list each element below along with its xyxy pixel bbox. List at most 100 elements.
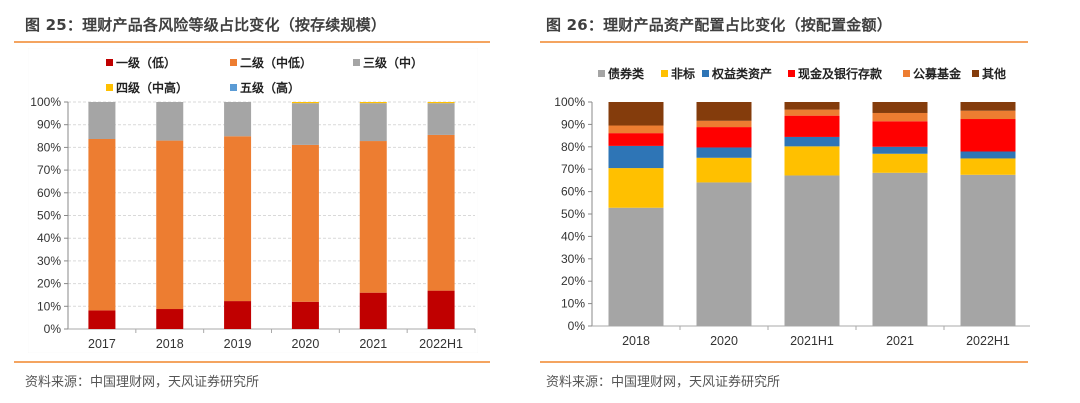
bar-segment-series-0 — [156, 309, 184, 329]
bar-segment-series-2 — [696, 147, 752, 158]
legend-label: 债券类 — [608, 67, 645, 81]
bar-segment-series-1 — [359, 141, 387, 293]
legend-label: 一级（低） — [116, 56, 177, 70]
y-tick-label: 50% — [37, 209, 61, 223]
y-tick-label: 0% — [568, 319, 586, 333]
legend-item: 二级（中低） — [230, 54, 312, 71]
bar-segment-series-3 — [608, 133, 664, 146]
x-tick-label: 2018 — [622, 334, 650, 348]
legend-swatch-icon — [230, 59, 237, 66]
legend-label: 公募基金 — [913, 67, 962, 81]
legend-swatch-icon — [661, 70, 668, 77]
bar-segment-series-0 — [224, 301, 252, 329]
legend-label: 二级（中低） — [240, 56, 313, 70]
bar-stack-2022H1 — [427, 102, 455, 329]
legend-swatch-icon — [230, 84, 237, 91]
bar-segment-series-1 — [696, 157, 752, 183]
bar-segment-series-2 — [224, 102, 252, 137]
x-tick-label: 2017 — [88, 337, 116, 351]
y-tick-label: 60% — [561, 185, 585, 199]
y-tick-label: 100% — [30, 95, 61, 109]
bar-segment-series-0 — [427, 290, 455, 329]
legend-swatch-icon — [972, 70, 979, 77]
bar-segment-series-2 — [88, 102, 116, 140]
legend-label: 五级（高） — [240, 81, 301, 95]
x-tick-label: 2021 — [886, 334, 914, 348]
bar-stack-2021 — [872, 102, 928, 326]
bar-segment-series-4 — [960, 110, 1016, 120]
bar-segment-series-0 — [960, 174, 1016, 326]
legend-swatch-icon — [106, 59, 113, 66]
y-tick-label: 0% — [44, 322, 62, 336]
bar-segment-series-3 — [960, 119, 1016, 152]
x-tick-label: 2020 — [710, 334, 738, 348]
legend-swatch-icon — [702, 70, 709, 77]
bar-segment-series-4 — [872, 112, 928, 122]
bar-segment-series-2 — [156, 102, 184, 141]
legend-label: 现金及银行存款 — [798, 67, 883, 81]
bar-segment-series-5 — [872, 102, 928, 113]
bar-segment-series-0 — [872, 172, 928, 326]
risk-level-stacked-bar-chart: 0% 10% 20% 30% 40% 50% 60% 70% 80% 90% 100% 2017 201… — [30, 95, 476, 351]
y-tick-label: 10% — [37, 299, 61, 313]
legend-item: 三级（中） — [353, 54, 423, 71]
bar-stack-2018 — [608, 102, 664, 326]
y-tick-label: 70% — [561, 162, 585, 176]
bar-segment-series-3 — [872, 121, 928, 147]
y-tick-label: 40% — [561, 229, 585, 243]
bar-stack-2021H1 — [784, 102, 840, 326]
x-tick-label: 2021 — [359, 337, 387, 351]
y-tick-label: 50% — [561, 207, 585, 221]
figure-title: 图 25：理财产品各风险等级占比变化（按存续规模） — [25, 16, 387, 34]
y-tick-label: 100% — [554, 95, 585, 109]
bar-segment-series-2 — [359, 103, 387, 142]
x-tick-label: 2020 — [292, 337, 320, 351]
y-tick-label: 80% — [37, 140, 61, 154]
bar-segment-series-0 — [784, 175, 840, 326]
bar-segment-series-4 — [696, 120, 752, 128]
bar-segment-series-1 — [88, 139, 116, 311]
legend-swatch-icon — [353, 59, 360, 66]
figure-26-panel: 图 26：理财产品资产配置占比变化（按配置金额） 债券类 非标 权益类资产 现金及银行… — [540, 0, 1080, 403]
bar-segment-series-1 — [291, 144, 319, 302]
bar-segment-series-2 — [291, 103, 319, 145]
bar-segment-series-0 — [88, 310, 116, 329]
bar-segment-series-3 — [427, 102, 455, 104]
bar-segment-series-0 — [359, 292, 387, 329]
title-divider — [14, 41, 490, 43]
bar-stack-2017 — [88, 102, 116, 329]
bar-segment-series-5 — [696, 102, 752, 121]
legend-swatch-icon — [788, 70, 795, 77]
source-divider — [14, 361, 490, 363]
bar-segment-series-3 — [696, 127, 752, 148]
y-tick-label: 80% — [561, 140, 585, 154]
bar-segment-series-0 — [696, 182, 752, 326]
bar-stack-2020 — [696, 102, 752, 326]
bar-stack-2019 — [224, 102, 252, 329]
source-note: 资料来源：中国理财网，天风证券研究所 — [25, 375, 260, 390]
y-tick-label: 20% — [561, 274, 585, 288]
legend-item: 债券类 — [598, 65, 644, 82]
legend-label: 权益类资产 — [712, 67, 773, 81]
y-tick-label: 10% — [561, 297, 585, 311]
bar-stack-2021 — [359, 102, 387, 329]
figure-25-panel: 图 25：理财产品各风险等级占比变化（按存续规模） 一级（低） 二级（中低） 三级（… — [14, 16, 490, 390]
y-tick-label: 90% — [561, 117, 585, 131]
legend-swatch-icon — [106, 84, 113, 91]
bar-segment-series-1 — [224, 136, 252, 302]
x-tick-label: 2022H1 — [966, 334, 1010, 348]
y-tick-label: 40% — [37, 231, 61, 245]
bar-segment-series-5 — [960, 102, 1016, 111]
y-tick-label: 20% — [37, 277, 61, 291]
source-note: 资料来源：中国理财网，天风证券研究所 — [546, 375, 781, 390]
bar-segment-series-2 — [960, 151, 1016, 159]
legend-item: 其他 — [972, 65, 1006, 82]
x-tick-label: 2018 — [156, 337, 184, 351]
legend-item: 五级（高） — [230, 79, 300, 96]
bar-segment-series-1 — [156, 140, 184, 310]
legend-item: 权益类资产 — [702, 65, 772, 82]
asset-allocation-stacked-bar-chart: 0% 10% 20% 30% 40% 50% 60% 70% 80% 90% 100% 2018 202… — [554, 95, 1033, 348]
bar-segment-series-2 — [784, 136, 840, 147]
legend-label: 三级（中） — [363, 56, 424, 70]
bar-segment-series-2 — [608, 145, 664, 169]
